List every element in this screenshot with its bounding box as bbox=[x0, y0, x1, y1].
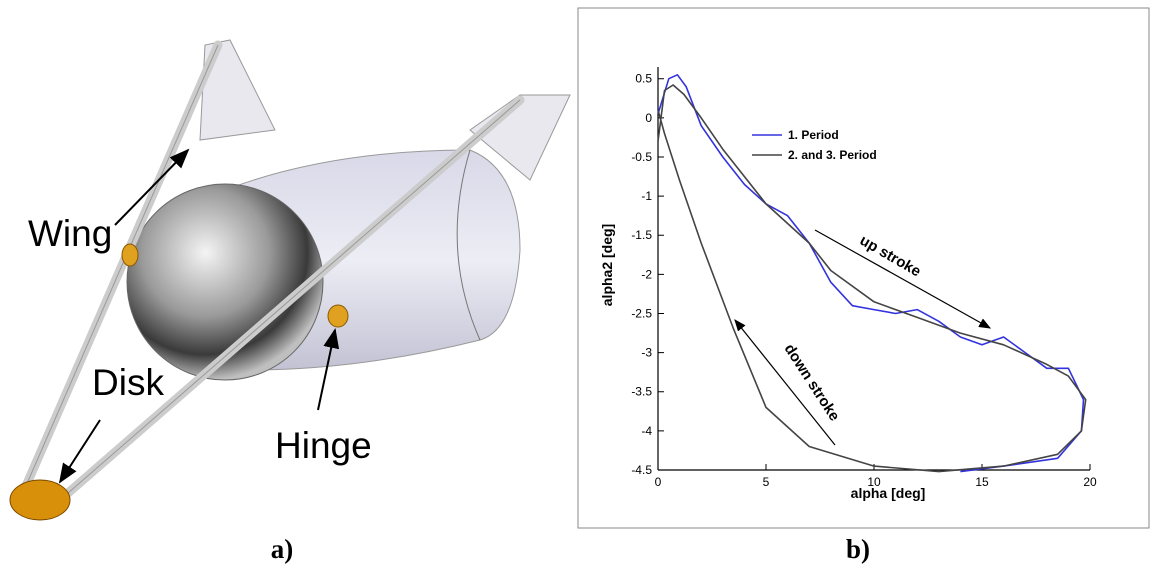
part-label: Wing bbox=[28, 213, 112, 254]
x-axis-label: alpha [deg] bbox=[851, 485, 926, 501]
part-label: Hinge bbox=[275, 425, 372, 466]
chart-frame bbox=[578, 8, 1149, 528]
x-tick-label: 0 bbox=[655, 475, 662, 489]
y-tick-label: -3 bbox=[641, 346, 652, 360]
y-tick-label: -3.5 bbox=[631, 385, 652, 399]
legend-label: 1. Period bbox=[788, 128, 839, 142]
y-axis-label: alpha2 [deg] bbox=[599, 224, 615, 306]
plot: 0 5 10 15 20 0.5 0 -0.5 -1 -1.5 -2 -2.5 -3 -3.5 -4 -4.5… bbox=[631, 67, 1097, 489]
y-tick-label: 0.5 bbox=[635, 72, 652, 86]
legend-label: 2. and 3. Period bbox=[788, 148, 877, 162]
series-line bbox=[658, 75, 1084, 472]
panel-caption: a) bbox=[271, 534, 294, 564]
panel-caption: b) bbox=[846, 534, 870, 564]
annotation: down stroke bbox=[781, 341, 843, 424]
x-tick-label: 10 bbox=[867, 475, 881, 489]
y-tick-label: 0 bbox=[645, 111, 652, 125]
series-line bbox=[658, 85, 1086, 472]
y-tick-label: -2 bbox=[641, 267, 652, 281]
y-tick-label: -4.5 bbox=[631, 463, 652, 477]
annotation: up stroke bbox=[857, 232, 924, 280]
y-tick-label: -1.5 bbox=[631, 228, 652, 242]
y-tick-label: -2.5 bbox=[631, 306, 652, 320]
x-tick-label: 15 bbox=[975, 475, 989, 489]
y-tick-label: -4 bbox=[641, 424, 652, 438]
y-tick-label: -0.5 bbox=[631, 150, 652, 164]
y-tick-label: -1 bbox=[641, 189, 652, 203]
x-tick-label: 20 bbox=[1083, 475, 1097, 489]
x-tick-label: 5 bbox=[763, 475, 770, 489]
figure: Wing Disk Hinge a) b) alpha [deg] alpha2… bbox=[0, 0, 1153, 570]
part-label: Disk bbox=[92, 362, 164, 403]
